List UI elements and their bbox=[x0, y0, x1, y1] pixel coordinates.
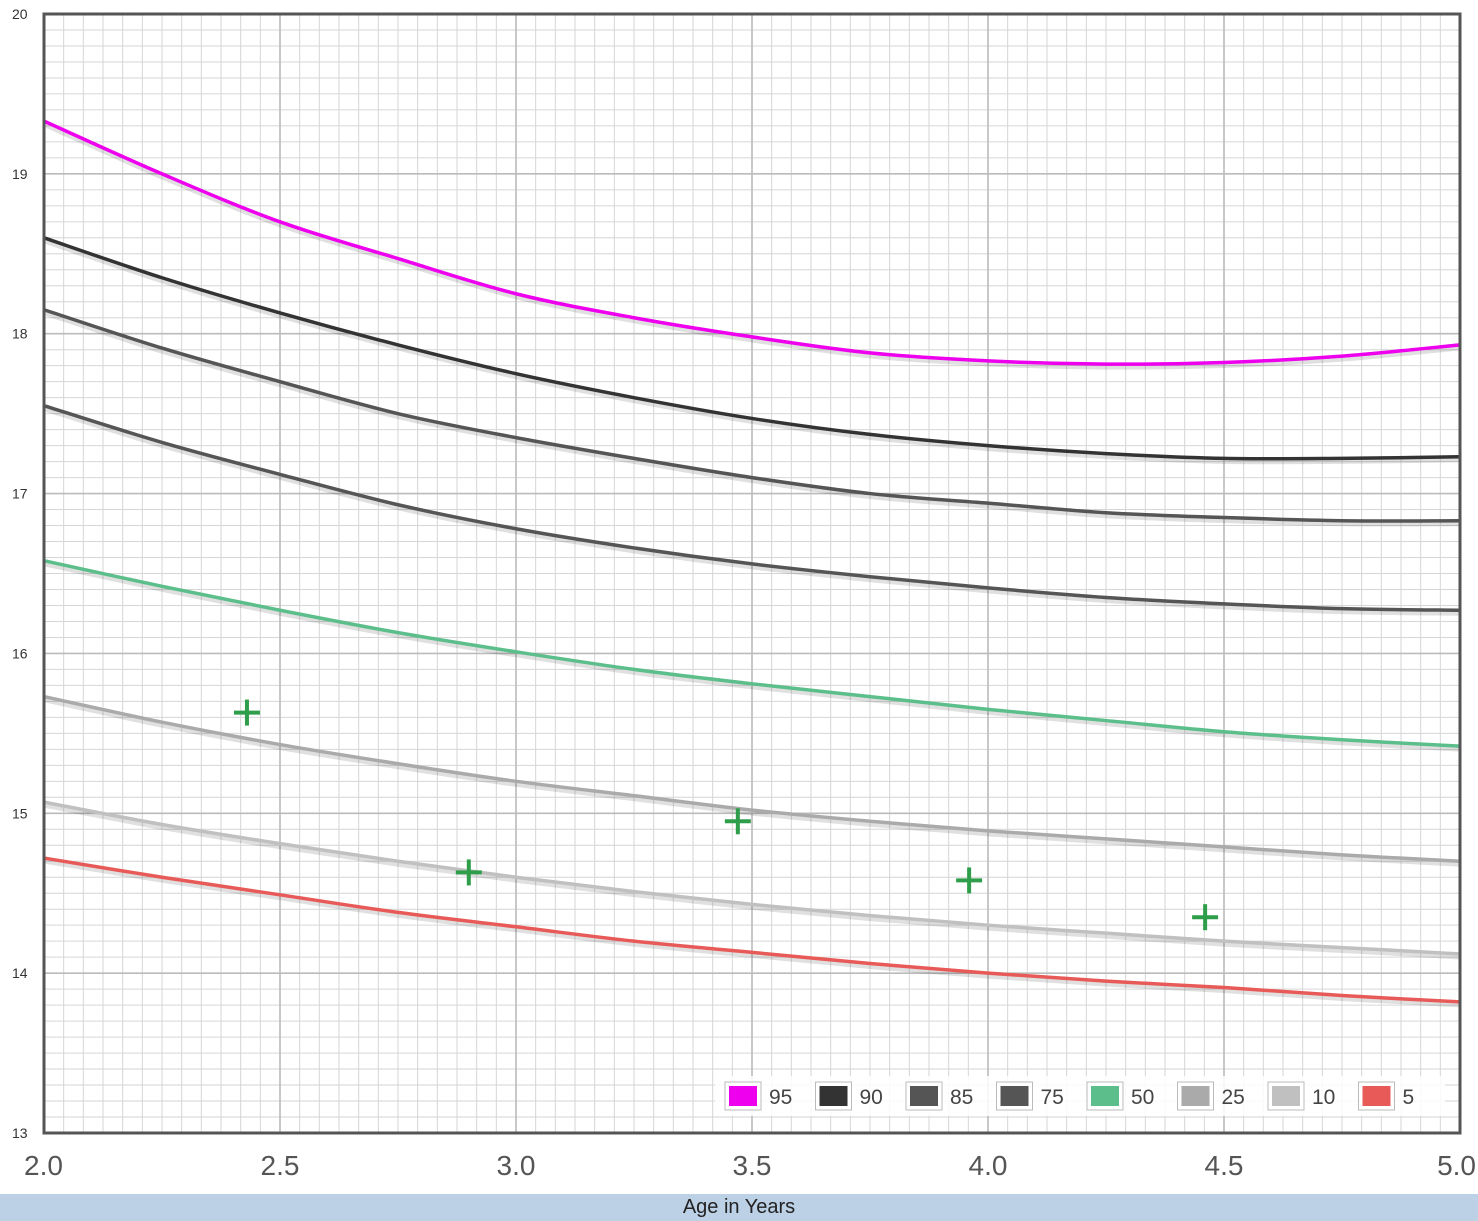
series-shadow-50 bbox=[43, 559, 1461, 752]
legend-item-95: 95 bbox=[724, 1081, 792, 1111]
series-shadow-25 bbox=[43, 695, 1461, 867]
legend-item-50: 50 bbox=[1086, 1081, 1154, 1111]
data-point-marker bbox=[455, 859, 482, 886]
series-shadow-90 bbox=[42, 236, 1461, 465]
legend-swatch bbox=[819, 1086, 848, 1106]
legend-label: 25 bbox=[1222, 1086, 1245, 1109]
x-tick-label: 4.0 bbox=[969, 1150, 1008, 1181]
series-line-75 bbox=[43, 403, 1461, 613]
series-line-25 bbox=[43, 694, 1461, 863]
data-point-marker bbox=[233, 699, 260, 726]
legend-label: 10 bbox=[1312, 1086, 1335, 1109]
data-point-marker bbox=[956, 867, 983, 894]
series-line-10 bbox=[43, 800, 1461, 956]
y-tick-label: 14 bbox=[12, 965, 28, 981]
legend-swatch bbox=[1091, 1086, 1119, 1106]
y-tick-label: 15 bbox=[12, 805, 28, 821]
legend-label: 75 bbox=[1041, 1086, 1064, 1109]
series-shadow-10 bbox=[43, 800, 1461, 960]
series-line-5 bbox=[43, 856, 1461, 1004]
legend-swatch bbox=[1272, 1086, 1300, 1106]
legend-swatch bbox=[1181, 1086, 1210, 1106]
x-axis-ticks: 2.0 2.5 3.0 3.5 4.0 4.5 5.0 bbox=[24, 1150, 1476, 1181]
legend-item-5: 5 bbox=[1358, 1081, 1415, 1111]
x-tick-label: 3.5 bbox=[733, 1150, 772, 1181]
legend-swatch bbox=[910, 1086, 938, 1106]
y-axis-ticks: 13 14 15 16 17 18 19 20 bbox=[12, 6, 28, 1141]
plot-border bbox=[42, 12, 1462, 1135]
series-line-50 bbox=[43, 559, 1461, 748]
legend-swatch bbox=[1000, 1086, 1029, 1106]
y-tick-label: 13 bbox=[12, 1125, 28, 1141]
percentile-curves bbox=[42, 119, 1461, 1008]
x-tick-label: 4.5 bbox=[1205, 1150, 1244, 1181]
legend: 95 90 85 75 50 25 10 5 bbox=[715, 1076, 1445, 1116]
y-tick-label: 18 bbox=[12, 326, 28, 342]
y-tick-label: 16 bbox=[12, 645, 28, 661]
legend-label: 85 bbox=[950, 1086, 973, 1109]
series-shadow-95 bbox=[42, 119, 1461, 370]
legend-label: 5 bbox=[1403, 1086, 1415, 1109]
legend-label: 90 bbox=[860, 1086, 883, 1109]
legend-label: 95 bbox=[769, 1086, 792, 1109]
x-tick-label: 5.0 bbox=[1437, 1150, 1476, 1181]
legend-swatch bbox=[1362, 1086, 1391, 1106]
data-point-marker bbox=[724, 808, 751, 835]
series-shadow-5 bbox=[43, 856, 1461, 1008]
series-shadow-75 bbox=[42, 404, 1461, 616]
data-points bbox=[233, 699, 1219, 931]
legend-item-90: 90 bbox=[815, 1081, 883, 1111]
chart-area: 13 14 15 16 17 18 19 20 2.0 2.5 3.0 3.5 4.0 4.5 5.0 9… bbox=[0, 0, 1478, 1194]
x-tick-label: 3.0 bbox=[497, 1150, 536, 1181]
x-tick-label: 2.0 bbox=[24, 1150, 63, 1181]
legend-item-25: 25 bbox=[1177, 1081, 1245, 1111]
legend-item-85: 85 bbox=[905, 1081, 973, 1111]
legend-swatch bbox=[729, 1086, 757, 1106]
legend-item-10: 10 bbox=[1267, 1081, 1335, 1111]
y-tick-label: 19 bbox=[12, 166, 28, 182]
x-tick-label: 2.5 bbox=[261, 1150, 300, 1181]
series-line-85 bbox=[43, 308, 1461, 523]
x-axis-title: Age in Years bbox=[682, 1196, 796, 1218]
legend-label: 50 bbox=[1131, 1086, 1154, 1109]
legend-item-75: 75 bbox=[996, 1081, 1064, 1111]
y-tick-label: 17 bbox=[12, 486, 28, 502]
data-point-marker bbox=[1192, 904, 1219, 931]
series-shadow-85 bbox=[42, 308, 1461, 527]
growth-chart: 13 14 15 16 17 18 19 20 2.0 2.5 3.0 3.5 4.0 4.5 5.0 9… bbox=[12, 6, 1476, 1181]
series-line-95 bbox=[43, 119, 1461, 366]
series-line-90 bbox=[43, 236, 1461, 461]
y-tick-label: 20 bbox=[12, 6, 28, 22]
